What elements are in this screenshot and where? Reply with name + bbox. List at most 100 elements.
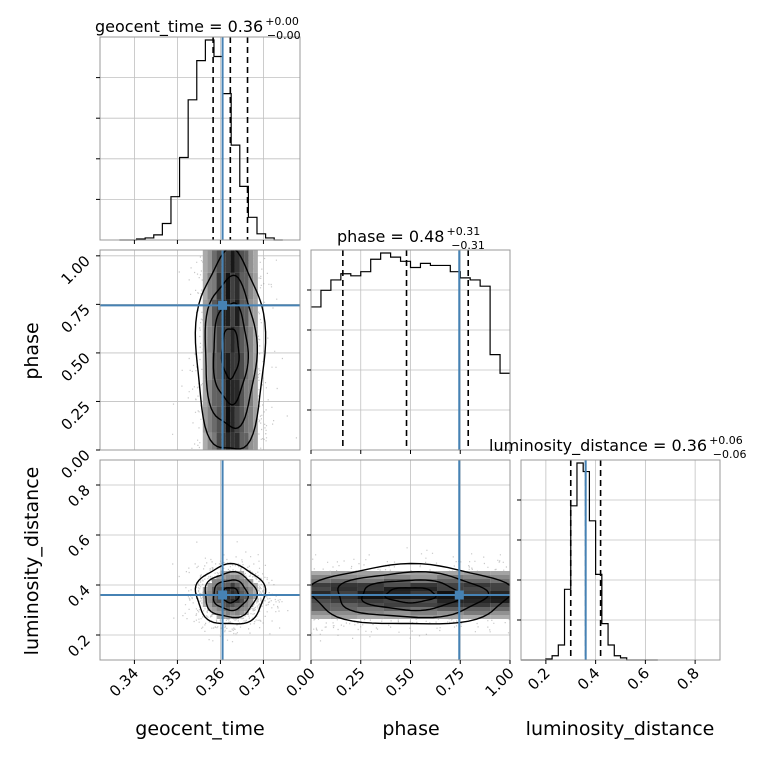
density-block (244, 607, 249, 611)
ytick-label-phase: 0.00 (57, 446, 93, 482)
density-block (216, 599, 222, 603)
density-block (490, 571, 510, 575)
density-block (239, 599, 245, 603)
density-block (216, 379, 222, 407)
density-block (202, 595, 208, 599)
density-block (330, 611, 358, 615)
density-block (463, 611, 491, 615)
y-axis-label-phase: phase (21, 322, 43, 379)
density-block (225, 595, 231, 599)
density-block (437, 587, 464, 591)
contour-phase-vs-geocent_time (204, 274, 258, 430)
density-block (248, 583, 254, 587)
density-block (244, 486, 249, 513)
density-block (234, 272, 240, 300)
density-block (226, 460, 231, 487)
density-block (207, 595, 212, 599)
title-phase: phase = 0.48 +0.31 −0.31 (337, 225, 485, 252)
density-block (253, 326, 258, 353)
density-block (248, 599, 254, 603)
density-block (357, 599, 384, 603)
xtick-label-luminosity_distance: 0.8 (673, 664, 703, 694)
density-block (207, 486, 212, 513)
density-block (207, 599, 212, 603)
density-block (234, 611, 240, 615)
title-geocent-time: geocent_time = 0.36 +0.00 −0.00 (95, 15, 301, 42)
density-block (463, 599, 491, 603)
density-block (230, 599, 235, 603)
density-block (230, 486, 235, 513)
density-block (203, 486, 208, 513)
density-block (230, 432, 235, 450)
xtick-label-luminosity_distance: 0.6 (624, 664, 654, 694)
density-block (311, 599, 331, 603)
density-block (216, 326, 222, 353)
density-block (212, 486, 217, 513)
density-block (249, 486, 254, 513)
density-block (225, 432, 231, 450)
density-block (357, 611, 384, 615)
density-block (207, 193, 212, 220)
density-block (239, 220, 244, 247)
density-block (216, 272, 222, 300)
density-block (410, 603, 438, 607)
density-block (234, 603, 240, 607)
density-block (311, 611, 331, 615)
density-block (211, 299, 217, 327)
density-block (207, 603, 212, 607)
truth-marker-phase-vs-geocent_time (218, 300, 228, 310)
density-block (357, 587, 384, 591)
density-block (207, 591, 212, 595)
density-block (490, 587, 510, 591)
density-block (239, 460, 244, 487)
x-axis-label-luminosity-distance: luminosity_distance (526, 718, 715, 740)
density-block (216, 575, 222, 579)
density-block (230, 460, 235, 487)
density-block (216, 406, 222, 433)
density-block (410, 595, 438, 599)
y-axis-label-luminosity-distance: luminosity_distance (21, 467, 43, 656)
density-block (225, 587, 231, 591)
density-block (216, 607, 222, 611)
density-block (383, 615, 411, 619)
density-phase-vs-geocent_time (172, 193, 297, 513)
density-block (253, 432, 258, 450)
density-block (230, 591, 235, 595)
xtick-label-phase: 0.25 (332, 664, 368, 700)
density-block (239, 432, 245, 450)
density-block (225, 599, 231, 603)
density-block (239, 326, 245, 353)
density-block (230, 579, 235, 583)
ytick-label-luminosity_distance: 0.6 (64, 531, 94, 561)
truth-marker-luminosity_distance-vs-geocent_time (218, 590, 228, 600)
density-block (239, 193, 244, 220)
density-block (543, 615, 570, 619)
density-block (202, 599, 208, 603)
density-block (357, 579, 384, 583)
density-block (202, 250, 208, 273)
density-block (203, 220, 208, 247)
density-block (234, 591, 240, 595)
density-block (357, 595, 384, 599)
density-block (202, 603, 208, 607)
density-block (244, 595, 249, 599)
density-block (239, 595, 245, 599)
density-block (207, 587, 212, 591)
density-block (235, 486, 240, 513)
density-block (253, 583, 258, 587)
density-block (202, 406, 208, 433)
density-block (211, 352, 217, 380)
density-block (239, 607, 245, 611)
ytick-label-phase: 0.50 (57, 349, 93, 385)
density-block (490, 603, 510, 607)
density-block (211, 250, 217, 273)
density-block (383, 575, 411, 579)
density-block (249, 220, 254, 247)
density-block (225, 607, 231, 611)
density-block (235, 460, 240, 487)
density-block (234, 432, 240, 450)
density-block (437, 591, 464, 595)
density-block (383, 591, 411, 595)
density-block (212, 460, 217, 487)
density-block (244, 603, 249, 607)
